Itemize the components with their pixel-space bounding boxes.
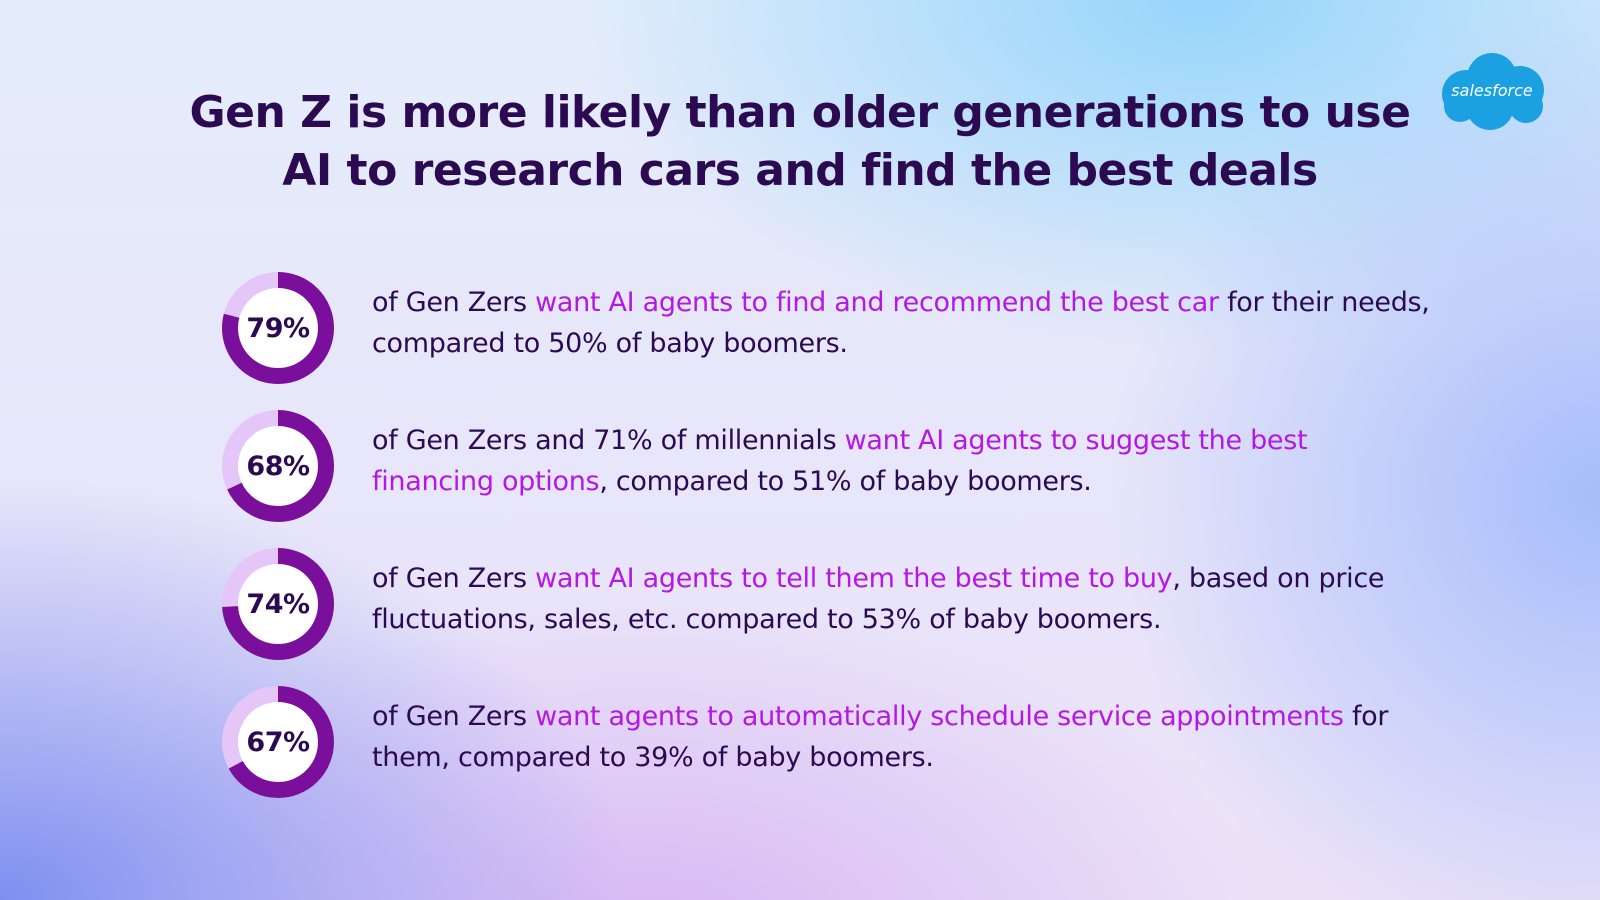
donut-arc — [222, 548, 334, 660]
percentage-label: 67% — [246, 726, 310, 758]
percentage-label: 74% — [246, 588, 310, 620]
stat-row: 74% of Gen Zers want AI agents to tell t… — [218, 544, 1418, 664]
stat-row: 79% of Gen Zers want AI agents to find a… — [218, 268, 1430, 388]
donut-arc — [222, 410, 334, 522]
stat-text-tail: , compared to 51% of baby boomers. — [599, 466, 1092, 497]
stat-text-lead: of Gen Zers — [372, 563, 536, 594]
stat-row: 68% of Gen Zers and 71% of millennials w… — [218, 406, 1418, 526]
donut-chart — [222, 272, 334, 384]
stat-text-highlight: want AI agents to find and recommend the… — [535, 287, 1219, 318]
donut-center — [230, 280, 326, 376]
page-title: Gen Z is more likely than older generati… — [189, 87, 1411, 196]
stat-text-highlight: want AI agents to suggest the best finan… — [372, 425, 1308, 497]
donut-chart — [222, 548, 334, 660]
stat-row: 67% of Gen Zers want agents to automatic… — [218, 682, 1418, 802]
stat-description: of Gen Zers and 71% of millennials want … — [372, 420, 1432, 502]
donut-chart — [222, 686, 334, 798]
stat-text-tail: , based on price fluctuations, sales, et… — [372, 563, 1385, 635]
salesforce-logo: salesforce — [1442, 53, 1544, 130]
stat-text-tail: for their needs, compared to 50% of baby… — [372, 287, 1430, 359]
percentage-label: 68% — [246, 450, 310, 482]
donut-center — [230, 694, 326, 790]
donut-arc — [222, 272, 334, 384]
stat-text-highlight: want AI agents to tell them the best tim… — [535, 563, 1173, 594]
cloud-icon — [1442, 53, 1544, 130]
stat-description: of Gen Zers want AI agents to find and r… — [372, 282, 1432, 364]
donut-center — [230, 556, 326, 652]
donut-chart — [222, 410, 334, 522]
donut-center — [230, 418, 326, 514]
stat-text-highlight: want agents to automatically schedule se… — [535, 701, 1344, 732]
stat-text-tail: for them, compared to 39% of baby boomer… — [372, 701, 1389, 773]
stat-description: of Gen Zers want agents to automatically… — [372, 696, 1432, 778]
stat-text-lead: of Gen Zers — [372, 287, 536, 318]
logo-wordmark: salesforce — [1451, 81, 1533, 100]
stat-text-lead: of Gen Zers and 71% of millennials — [372, 425, 845, 456]
stat-description: of Gen Zers want AI agents to tell them … — [372, 558, 1432, 640]
donut-arc — [222, 686, 334, 798]
percentage-label: 79% — [246, 312, 310, 344]
stat-text-lead: of Gen Zers — [372, 701, 536, 732]
